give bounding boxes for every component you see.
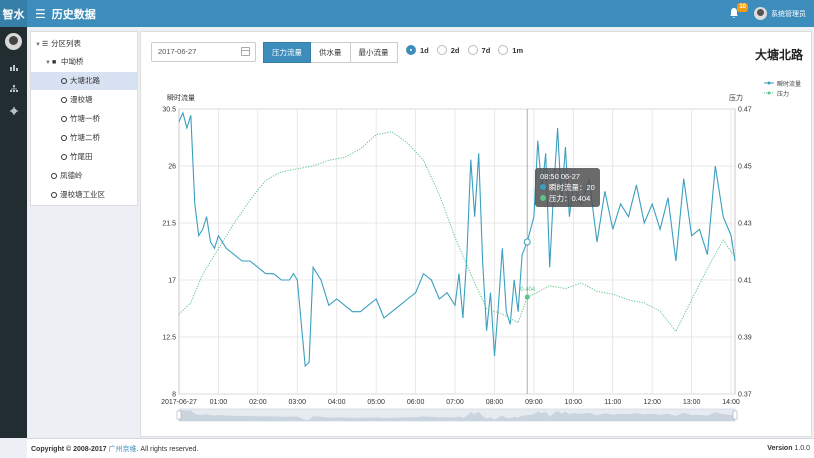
range-radio-1d[interactable]: 1d bbox=[406, 45, 429, 55]
range-radio-group: 1d 2d 7d 1m bbox=[406, 45, 531, 55]
zoom-slider-preview bbox=[179, 410, 735, 421]
x-tick-label: 01:00 bbox=[210, 399, 228, 406]
flow-hover-point bbox=[523, 238, 531, 246]
user-name: 系统管理员 bbox=[771, 10, 806, 18]
content-area: ▼☰ 分区列表 ▼■ 中坳桥 大塘北路 漫校塘 竹塘一桥 竹塘二桥 竹尾田 凤德岭 … bbox=[27, 27, 814, 438]
tree-group[interactable]: ▼■ 中坳桥 bbox=[45, 57, 84, 66]
chart-tooltip: 08:50 06-27 瞬时流量：20 压力：0.404 bbox=[535, 168, 600, 207]
tree-item[interactable]: 漫校塘 bbox=[61, 91, 93, 109]
plot-frame bbox=[178, 108, 736, 395]
chart-panel: 2017-06-27 压力流量 供水量 最小流量 1d 2d 7d 1m 大塘北… bbox=[140, 31, 812, 437]
right-tick-label: 0.41 bbox=[738, 278, 752, 285]
left-tick-label: 8 bbox=[172, 392, 176, 399]
notification-badge: 10 bbox=[737, 2, 748, 12]
tree-item[interactable]: 竹塘二桥 bbox=[61, 129, 100, 147]
x-tick-label: 13:00 bbox=[683, 399, 701, 406]
right-axis-title: 压力 bbox=[729, 93, 743, 102]
zoom-handle-left[interactable] bbox=[176, 410, 182, 420]
min-flow-button[interactable]: 最小流量 bbox=[350, 42, 398, 63]
right-tick-label: 0.43 bbox=[738, 221, 752, 228]
flow-series-line bbox=[178, 111, 736, 368]
user-avatar bbox=[754, 7, 767, 20]
range-radio-7d[interactable]: 7d bbox=[467, 45, 490, 55]
page-title: 历史数据 bbox=[51, 8, 96, 21]
district-tree: ▼☰ 分区列表 ▼■ 中坳桥 大塘北路 漫校塘 竹塘一桥 竹塘二桥 竹尾田 凤德岭 … bbox=[30, 31, 138, 206]
range-radio-2d[interactable]: 2d bbox=[436, 45, 460, 55]
x-tick-label: 14:00 bbox=[722, 399, 740, 406]
x-tick-label: 11:00 bbox=[604, 399, 621, 406]
date-input[interactable]: 2017-06-27 bbox=[151, 42, 256, 62]
x-tick-label: 10:00 bbox=[565, 399, 583, 406]
calendar-icon[interactable] bbox=[241, 47, 250, 56]
x-tick-label: 12:00 bbox=[643, 399, 661, 406]
x-tick-label: 09:00 bbox=[525, 399, 543, 406]
chart-legend: 瞬时流量 压力 bbox=[763, 78, 801, 98]
tree-item[interactable]: 漫校塘工业区 bbox=[51, 186, 105, 204]
range-radio-1m[interactable]: 1m bbox=[498, 45, 523, 55]
brand-logo[interactable]: 智水 bbox=[0, 0, 27, 27]
left-tick-label: 12.5 bbox=[162, 335, 176, 342]
tree-item[interactable]: 竹尾田 bbox=[61, 148, 93, 166]
left-tick-label: 26 bbox=[168, 164, 176, 171]
legend-flow[interactable]: 瞬时流量 bbox=[763, 78, 801, 88]
top-header: 智水 ☰ 历史数据 10 系统管理员 bbox=[0, 0, 814, 27]
pressure-hover-point bbox=[524, 294, 530, 300]
zoom-handle-right[interactable] bbox=[732, 410, 738, 420]
legend-pressure[interactable]: 压力 bbox=[763, 88, 801, 98]
bar-chart-icon[interactable] bbox=[0, 56, 27, 78]
metric-button-group: 压力流量 供水量 最小流量 bbox=[263, 42, 398, 63]
gear-icon[interactable] bbox=[0, 100, 27, 122]
x-tick-label: 04:00 bbox=[328, 399, 346, 406]
sitemap-icon[interactable] bbox=[0, 78, 27, 100]
right-tick-label: 0.37 bbox=[738, 392, 752, 399]
version-text: Version 1.0.0 bbox=[767, 445, 810, 452]
menu-toggle-icon[interactable]: ☰ bbox=[35, 6, 46, 21]
x-tick-label: 06:00 bbox=[407, 399, 425, 406]
history-chart: 8 12.5 17 21.5 26 30.5 0.37 0.39 0.41 0.43 0.45 0.4… bbox=[161, 93, 752, 422]
left-tick-label: 30.5 bbox=[162, 107, 176, 114]
footer: Copyright © 2008-2017 广州京维. All rights r… bbox=[27, 438, 814, 458]
notification-bell-icon[interactable]: 10 bbox=[728, 2, 748, 21]
tree-item[interactable]: 凤德岭 bbox=[51, 167, 83, 185]
x-tick-label: 07:00 bbox=[446, 399, 464, 406]
tree-item-dataobeilu[interactable]: 大塘北路 bbox=[31, 72, 137, 90]
left-tick-label: 17 bbox=[168, 278, 176, 285]
company-link[interactable]: 广州京维 bbox=[108, 445, 137, 453]
tree-item[interactable]: 竹塘一桥 bbox=[61, 110, 100, 128]
left-axis-title: 瞬时流量 bbox=[167, 93, 195, 102]
copyright-text: Copyright © 2008-2017 广州京维. All rights r… bbox=[31, 445, 199, 453]
main-sidebar bbox=[0, 27, 27, 438]
right-tick-label: 0.39 bbox=[738, 335, 752, 342]
tree-root[interactable]: ▼☰ 分区列表 bbox=[35, 39, 81, 48]
pressure-flow-button[interactable]: 压力流量 bbox=[263, 42, 311, 63]
water-supply-button[interactable]: 供水量 bbox=[311, 42, 351, 63]
pressure-point-label: 0.404 bbox=[520, 287, 536, 293]
x-tick-label: 02:00 bbox=[249, 399, 267, 406]
x-tick-label: 03:00 bbox=[289, 399, 307, 406]
x-tick-label: 08:00 bbox=[486, 399, 504, 406]
pressure-series-line bbox=[178, 131, 736, 333]
sidebar-avatar bbox=[5, 33, 22, 50]
station-title: 大塘北路 bbox=[754, 48, 803, 62]
x-first-label: 2017-06-27 bbox=[161, 399, 197, 406]
left-tick-label: 21.5 bbox=[162, 221, 176, 228]
right-tick-label: 0.47 bbox=[738, 107, 752, 114]
right-tick-label: 0.45 bbox=[738, 164, 752, 171]
user-menu[interactable]: 系统管理员 bbox=[754, 7, 806, 20]
x-tick-label: 05:00 bbox=[367, 399, 385, 406]
